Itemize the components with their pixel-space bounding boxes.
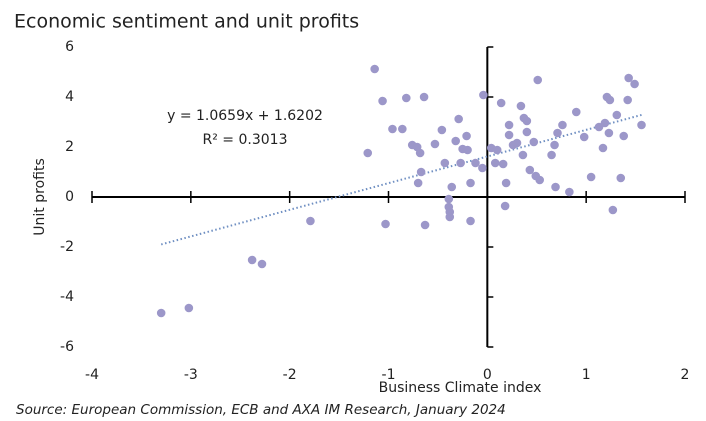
y-tick-label: 6 <box>65 39 74 55</box>
point <box>608 205 618 215</box>
point <box>462 131 471 141</box>
point <box>535 175 545 185</box>
point <box>451 136 461 146</box>
source: Source: European Commission, ECB and AXA… <box>16 402 506 418</box>
point <box>466 216 475 226</box>
point <box>490 158 500 168</box>
x-axis-label: Business Climate index <box>379 380 542 396</box>
point <box>558 120 567 130</box>
point <box>496 98 506 108</box>
x-tick-label: 2 <box>681 367 690 383</box>
point <box>363 148 373 158</box>
point <box>579 132 589 142</box>
point <box>571 107 581 117</box>
point <box>478 163 487 173</box>
trendline <box>160 113 642 246</box>
point <box>504 120 514 130</box>
x-tick-label: -3 <box>184 367 198 383</box>
point <box>616 173 626 183</box>
point <box>413 178 423 188</box>
point <box>156 308 166 318</box>
x-tick-label: -1 <box>382 367 396 383</box>
point <box>445 212 455 222</box>
point <box>378 96 387 106</box>
trend-equation: y = 1.0659x + 1.6202 <box>167 108 323 124</box>
point <box>500 201 510 211</box>
y-axis-label: Unit profits <box>32 158 48 235</box>
point <box>257 259 267 269</box>
point <box>550 140 559 150</box>
point <box>370 64 379 74</box>
point <box>516 101 526 111</box>
point <box>504 130 514 140</box>
x-tick-label: 0 <box>483 367 492 383</box>
y-tick-label: -4 <box>60 289 74 305</box>
point <box>388 124 397 134</box>
point <box>600 118 610 128</box>
point <box>492 145 502 155</box>
point <box>623 95 632 105</box>
point <box>630 79 639 89</box>
point <box>553 128 562 138</box>
trend-r2: R² = 0.3013 <box>203 132 288 148</box>
x-tick-label: -2 <box>283 367 297 383</box>
point <box>184 303 194 313</box>
point <box>637 120 646 130</box>
point <box>586 172 596 182</box>
point <box>501 178 511 188</box>
point <box>522 127 532 137</box>
point <box>471 158 480 168</box>
point <box>512 138 522 148</box>
point <box>247 255 257 265</box>
point <box>605 95 615 105</box>
point <box>518 150 528 160</box>
x-tick-label: 1 <box>582 367 591 383</box>
point <box>466 178 475 188</box>
point <box>416 167 426 177</box>
point <box>420 220 430 230</box>
point <box>479 90 488 100</box>
point <box>547 150 556 160</box>
x-tick-label: -4 <box>85 367 99 383</box>
y-tick-label: -2 <box>60 239 74 255</box>
point <box>619 131 629 141</box>
point <box>440 158 450 168</box>
y-tick-label: 2 <box>65 139 74 155</box>
point <box>598 143 608 153</box>
point <box>612 110 622 120</box>
point <box>306 216 315 226</box>
point <box>415 148 425 158</box>
point <box>454 114 463 124</box>
point <box>437 125 447 135</box>
point <box>525 165 535 175</box>
point <box>401 93 411 103</box>
point <box>565 187 574 197</box>
y-tick-label: 0 <box>65 189 74 205</box>
point <box>463 145 472 155</box>
y-tick-label: -6 <box>60 339 74 355</box>
y-tick-label: 4 <box>65 89 74 105</box>
point <box>551 182 560 192</box>
chart-title: Economic sentiment and unit profits <box>14 11 359 33</box>
point <box>381 219 390 229</box>
point <box>624 73 633 83</box>
point <box>456 158 465 168</box>
point <box>533 75 543 85</box>
point <box>529 137 539 147</box>
point <box>419 92 429 102</box>
point <box>498 159 508 169</box>
point <box>444 194 454 204</box>
point <box>430 139 440 149</box>
point <box>398 124 407 134</box>
point <box>522 116 532 126</box>
point <box>604 128 614 138</box>
point <box>447 182 457 192</box>
